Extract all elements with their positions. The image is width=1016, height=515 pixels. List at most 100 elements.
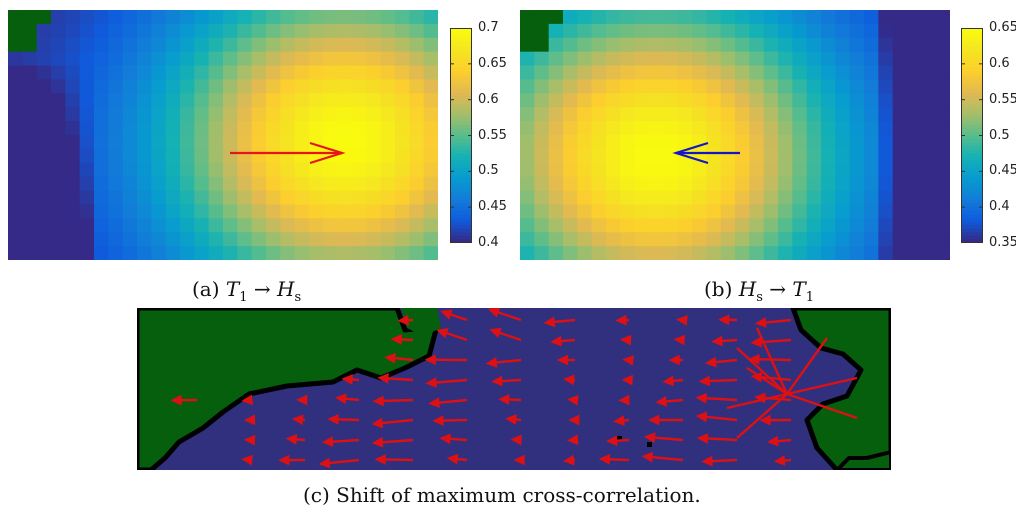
heatmap-cell [309, 246, 324, 260]
heatmap-cell [280, 176, 296, 192]
heatmap-cell [22, 121, 38, 136]
colorbar-segment [450, 42, 472, 47]
heatmap-cell [577, 107, 593, 122]
colorbar-segment [450, 131, 472, 137]
heatmap-cell [409, 37, 425, 53]
colorbar-segment [961, 185, 983, 190]
heatmap-cell [395, 79, 410, 94]
heatmap-cell [878, 23, 894, 39]
heatmap-cell [591, 190, 607, 205]
colorbar-segment [961, 146, 983, 151]
heatmap-cell [620, 148, 636, 164]
heatmap-cell [352, 204, 367, 219]
heatmap-cell [294, 37, 310, 53]
heatmap-cell [352, 232, 367, 247]
colorbar-segment [450, 45, 472, 51]
vector-arrow-head [618, 394, 630, 406]
colorbar-segment [961, 232, 983, 237]
heatmap-cell [65, 204, 81, 219]
heatmap-cell [692, 23, 707, 39]
heatmap-cell [409, 65, 425, 80]
heatmap-cell [237, 93, 253, 108]
heatmap-cell [591, 107, 607, 122]
heatmap-cell [151, 190, 167, 205]
heatmap-cell [892, 204, 908, 219]
heatmap-cell [423, 246, 438, 260]
heatmap-cell [380, 23, 396, 39]
heatmap-cell [280, 23, 296, 39]
heatmap-cell [520, 204, 535, 219]
heatmap-cell [778, 162, 793, 178]
heatmap-cell [280, 93, 296, 108]
heatmap-cell [323, 51, 339, 67]
heatmap-cell [280, 51, 296, 67]
vector-arrow-head [543, 316, 556, 328]
heatmap-cell [792, 51, 808, 67]
heatmap-cell [935, 65, 950, 80]
heatmap-cell [223, 23, 238, 39]
heatmap-cell [223, 93, 238, 108]
heatmap-cell [409, 246, 425, 260]
heatmap-cell [821, 65, 836, 80]
colorbar-tick-label: 0.5 [478, 163, 499, 179]
heatmap-cell [606, 190, 621, 205]
heatmap-cell [520, 246, 535, 260]
heatmap-cell [520, 65, 535, 80]
heatmap-cell [778, 10, 793, 25]
heatmap-cell [108, 37, 124, 53]
colorbar-segment [450, 239, 472, 243]
heatmap-cell [907, 121, 922, 136]
heatmap-cell [620, 176, 636, 192]
heatmap-cell [165, 93, 181, 108]
colorbar-segment [450, 167, 472, 172]
colorbar-segment [450, 35, 472, 40]
colorbar-segment [961, 99, 983, 104]
heatmap-cell [606, 37, 621, 53]
heatmap-cell [720, 176, 736, 192]
heatmap-cell [892, 121, 908, 136]
heatmap-cell [380, 121, 396, 136]
heatmap-cell [520, 51, 535, 67]
heatmap-cell [864, 135, 879, 150]
heatmap-cell [122, 218, 138, 233]
heatmap-cell [620, 93, 636, 108]
heatmap-cell [194, 23, 210, 39]
heatmap-cell [649, 162, 664, 178]
heatmap-cell [821, 93, 836, 108]
heatmap-cell [108, 135, 124, 150]
heatmap-cell [749, 204, 765, 219]
heatmap-cell [634, 135, 650, 150]
heatmap-cell [835, 37, 851, 53]
heatmap-cell [735, 148, 750, 164]
heatmap-cell [251, 79, 267, 94]
heatmap-cell [663, 65, 679, 80]
heatmap-cell [237, 246, 253, 260]
colorbar-segment [450, 185, 472, 190]
colorbar-segment [450, 192, 472, 198]
vector-arrow-head [489, 327, 502, 338]
heatmap-cell [94, 176, 109, 192]
heatmap-cell [563, 107, 578, 122]
colorbar-segment [961, 142, 983, 147]
vector-arrow-head [662, 375, 675, 387]
heatmap-cell [380, 190, 396, 205]
heatmap-cell [294, 10, 310, 25]
heatmap-cell [36, 176, 52, 192]
heatmap-cell [208, 79, 224, 94]
heatmap-cell [591, 232, 607, 247]
colorbar-segment [450, 117, 472, 122]
heatmap-cell [423, 93, 438, 108]
heatmap-cell [878, 148, 894, 164]
heatmap-cell [849, 204, 865, 219]
heatmap-cell [806, 135, 822, 150]
heatmap-cell [180, 148, 195, 164]
heatmap-cell [792, 204, 808, 219]
heatmap-cell [8, 107, 23, 122]
heatmap-cell [806, 93, 822, 108]
heatmap-cell [864, 232, 879, 247]
heatmap-cell [237, 121, 253, 136]
heatmap-cell [520, 218, 535, 233]
heatmap-cell [94, 65, 109, 80]
heatmap-cell [409, 107, 425, 122]
heatmap-cell [237, 176, 253, 192]
